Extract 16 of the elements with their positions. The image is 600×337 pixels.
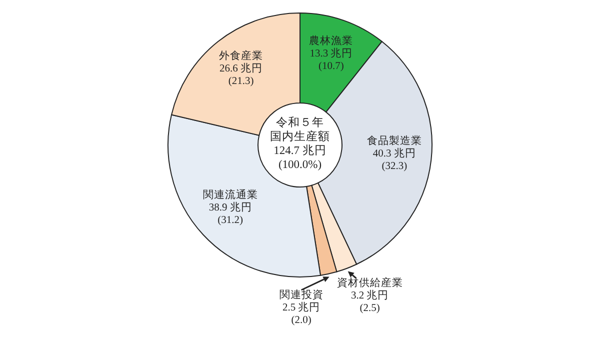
- slice-label: 関連流通業: [202, 188, 258, 202]
- data-label: 38.9 兆円 (31.2): [208, 200, 252, 226]
- text: (100.0%): [278, 159, 322, 171]
- slice-label: 資材供給産業: [336, 276, 403, 289]
- data-label: 2.5 兆円 (2.0): [282, 300, 320, 326]
- text: 124.7 兆円: [274, 144, 326, 157]
- data-label: 40.3 兆円 (32.3): [372, 146, 416, 172]
- data-label: 26.6 兆円 (21.3): [220, 62, 263, 88]
- slice-label: 外食産業: [219, 49, 264, 62]
- data-label: 13.3 兆円 (10.7): [310, 46, 353, 72]
- data-label: 3.2 兆円 (2.5): [350, 288, 389, 314]
- text: 令和５年: [276, 116, 324, 129]
- text: 国内生産額: [270, 129, 330, 143]
- slice-label: 農林漁業: [309, 34, 354, 47]
- slice-label: 関連投資: [279, 288, 324, 301]
- slice-label: 食品製造業: [366, 134, 422, 148]
